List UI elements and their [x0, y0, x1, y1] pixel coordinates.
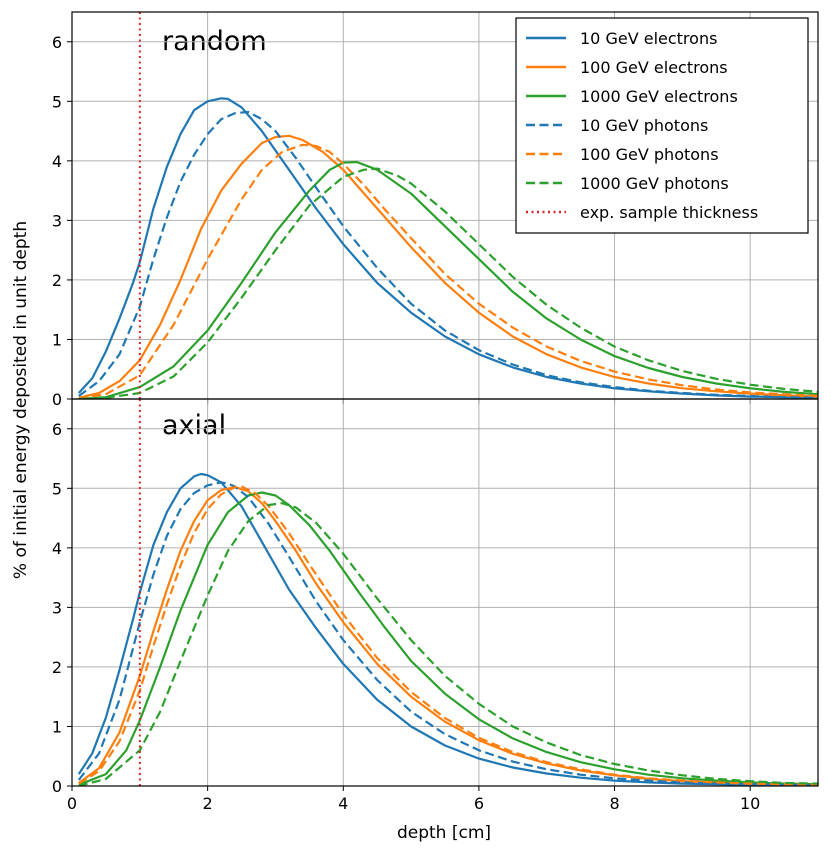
x-tick-label: 2 — [203, 794, 213, 813]
x-tick-label: 0 — [67, 794, 77, 813]
y-tick-label: 5 — [52, 479, 62, 498]
legend: 10 GeV electrons 100 GeV electrons 1000 Ge… — [515, 17, 809, 234]
y-tick-label: 1 — [52, 330, 62, 349]
x-tick-label: 6 — [474, 794, 484, 813]
legend-label: 100 GeV electrons — [580, 58, 728, 77]
series-line — [78, 110, 818, 399]
x-tick-label: 10 — [740, 794, 760, 813]
series-group — [77, 12, 818, 399]
y-tick-label: 1 — [52, 717, 62, 736]
y-tick-label: 2 — [52, 658, 62, 677]
y-tick-label: 3 — [52, 211, 62, 230]
panel-axial: axial 0 1 2 3 4 5 6 0 2 4 6 8 10 — [52, 398, 819, 813]
y-tick-label: 6 — [52, 420, 62, 439]
series-line — [78, 167, 818, 399]
y-tick-label: 4 — [52, 152, 62, 171]
y-tick-label: 5 — [52, 92, 62, 111]
series-line — [78, 143, 818, 399]
legend-label: 10 GeV photons — [580, 116, 708, 135]
legend-label: 100 GeV photons — [580, 145, 719, 164]
series-group — [77, 399, 818, 786]
series-line — [78, 486, 818, 786]
y-tick-label: 2 — [52, 271, 62, 290]
legend-box — [515, 17, 809, 234]
series-line — [78, 160, 818, 399]
y-tick-label: 0 — [52, 777, 62, 796]
y-tick-label: 6 — [52, 33, 62, 52]
legend-label: exp. sample thickness — [580, 203, 758, 222]
x-tick-label: 8 — [609, 794, 619, 813]
legend-label: 1000 GeV electrons — [580, 87, 738, 106]
series-line — [78, 491, 818, 786]
series-line — [77, 481, 818, 786]
y-tick-label: 3 — [52, 598, 62, 617]
legend-label: 10 GeV electrons — [580, 29, 717, 48]
series-line — [77, 472, 818, 786]
y-tick-label: 4 — [52, 539, 62, 558]
legend-label: 1000 GeV photons — [580, 174, 729, 193]
y-axis-label: % of initial energy deposited in unit de… — [11, 221, 31, 579]
x-tick-label: 4 — [338, 794, 348, 813]
series-line — [78, 502, 818, 786]
axes-frame — [71, 398, 819, 787]
panel-title-axial: axial — [162, 410, 226, 441]
y-tick-label: 0 — [52, 390, 62, 409]
series-line — [78, 134, 818, 399]
series-line — [78, 485, 818, 786]
x-axis-label: depth [cm] — [397, 823, 491, 843]
